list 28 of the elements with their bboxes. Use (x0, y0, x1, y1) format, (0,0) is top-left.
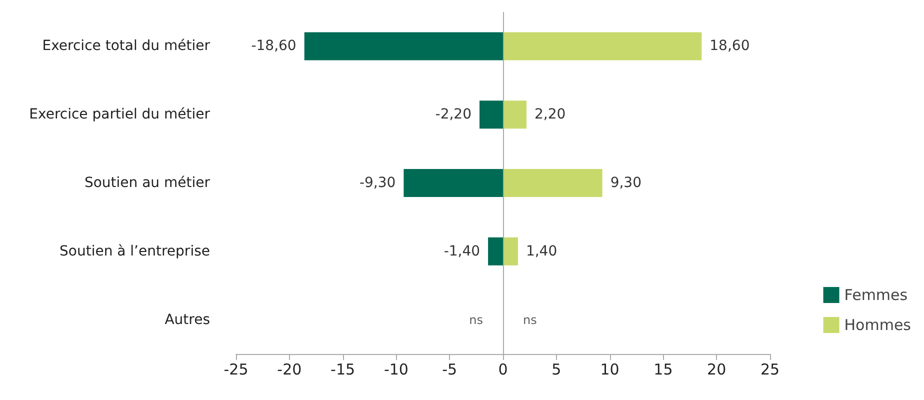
x-tick-label: -5 (442, 360, 458, 378)
x-tick-label: -10 (384, 360, 408, 378)
data-label: -2,20 (435, 106, 472, 123)
x-tick-label: 25 (760, 360, 780, 378)
y-tick-label: Exercice total du métier (42, 38, 210, 54)
y-tick-label: Exercice partiel du métier (29, 106, 210, 123)
data-label: 1,40 (526, 243, 558, 260)
data-label: -1,40 (444, 243, 480, 260)
y-tick-label: Soutien à l’entreprise (60, 243, 210, 260)
data-label: 18,60 (710, 38, 750, 54)
x-tick-label: 10 (600, 360, 620, 378)
x-tick-label: 0 (498, 360, 508, 378)
x-tick-label: -20 (277, 360, 302, 378)
data-label: 2,20 (534, 106, 566, 123)
x-tick-label: 20 (707, 360, 726, 378)
x-tick-label: -15 (330, 360, 356, 378)
data-label: -9,30 (359, 175, 396, 191)
x-tick-label: -25 (224, 360, 248, 378)
text: ns (469, 312, 483, 327)
x-tick-label: 5 (552, 360, 562, 378)
y-tick-label: Autres (164, 312, 210, 328)
data-label: -18,60 (251, 38, 296, 54)
y-tick-label: Soutien au métier (84, 175, 210, 191)
text: ns (523, 312, 537, 327)
legend-label: Femmes (844, 286, 908, 304)
x-tick-label: 15 (654, 360, 673, 378)
legend-label: Hommes (844, 316, 912, 334)
data-label: 9,30 (610, 175, 642, 191)
